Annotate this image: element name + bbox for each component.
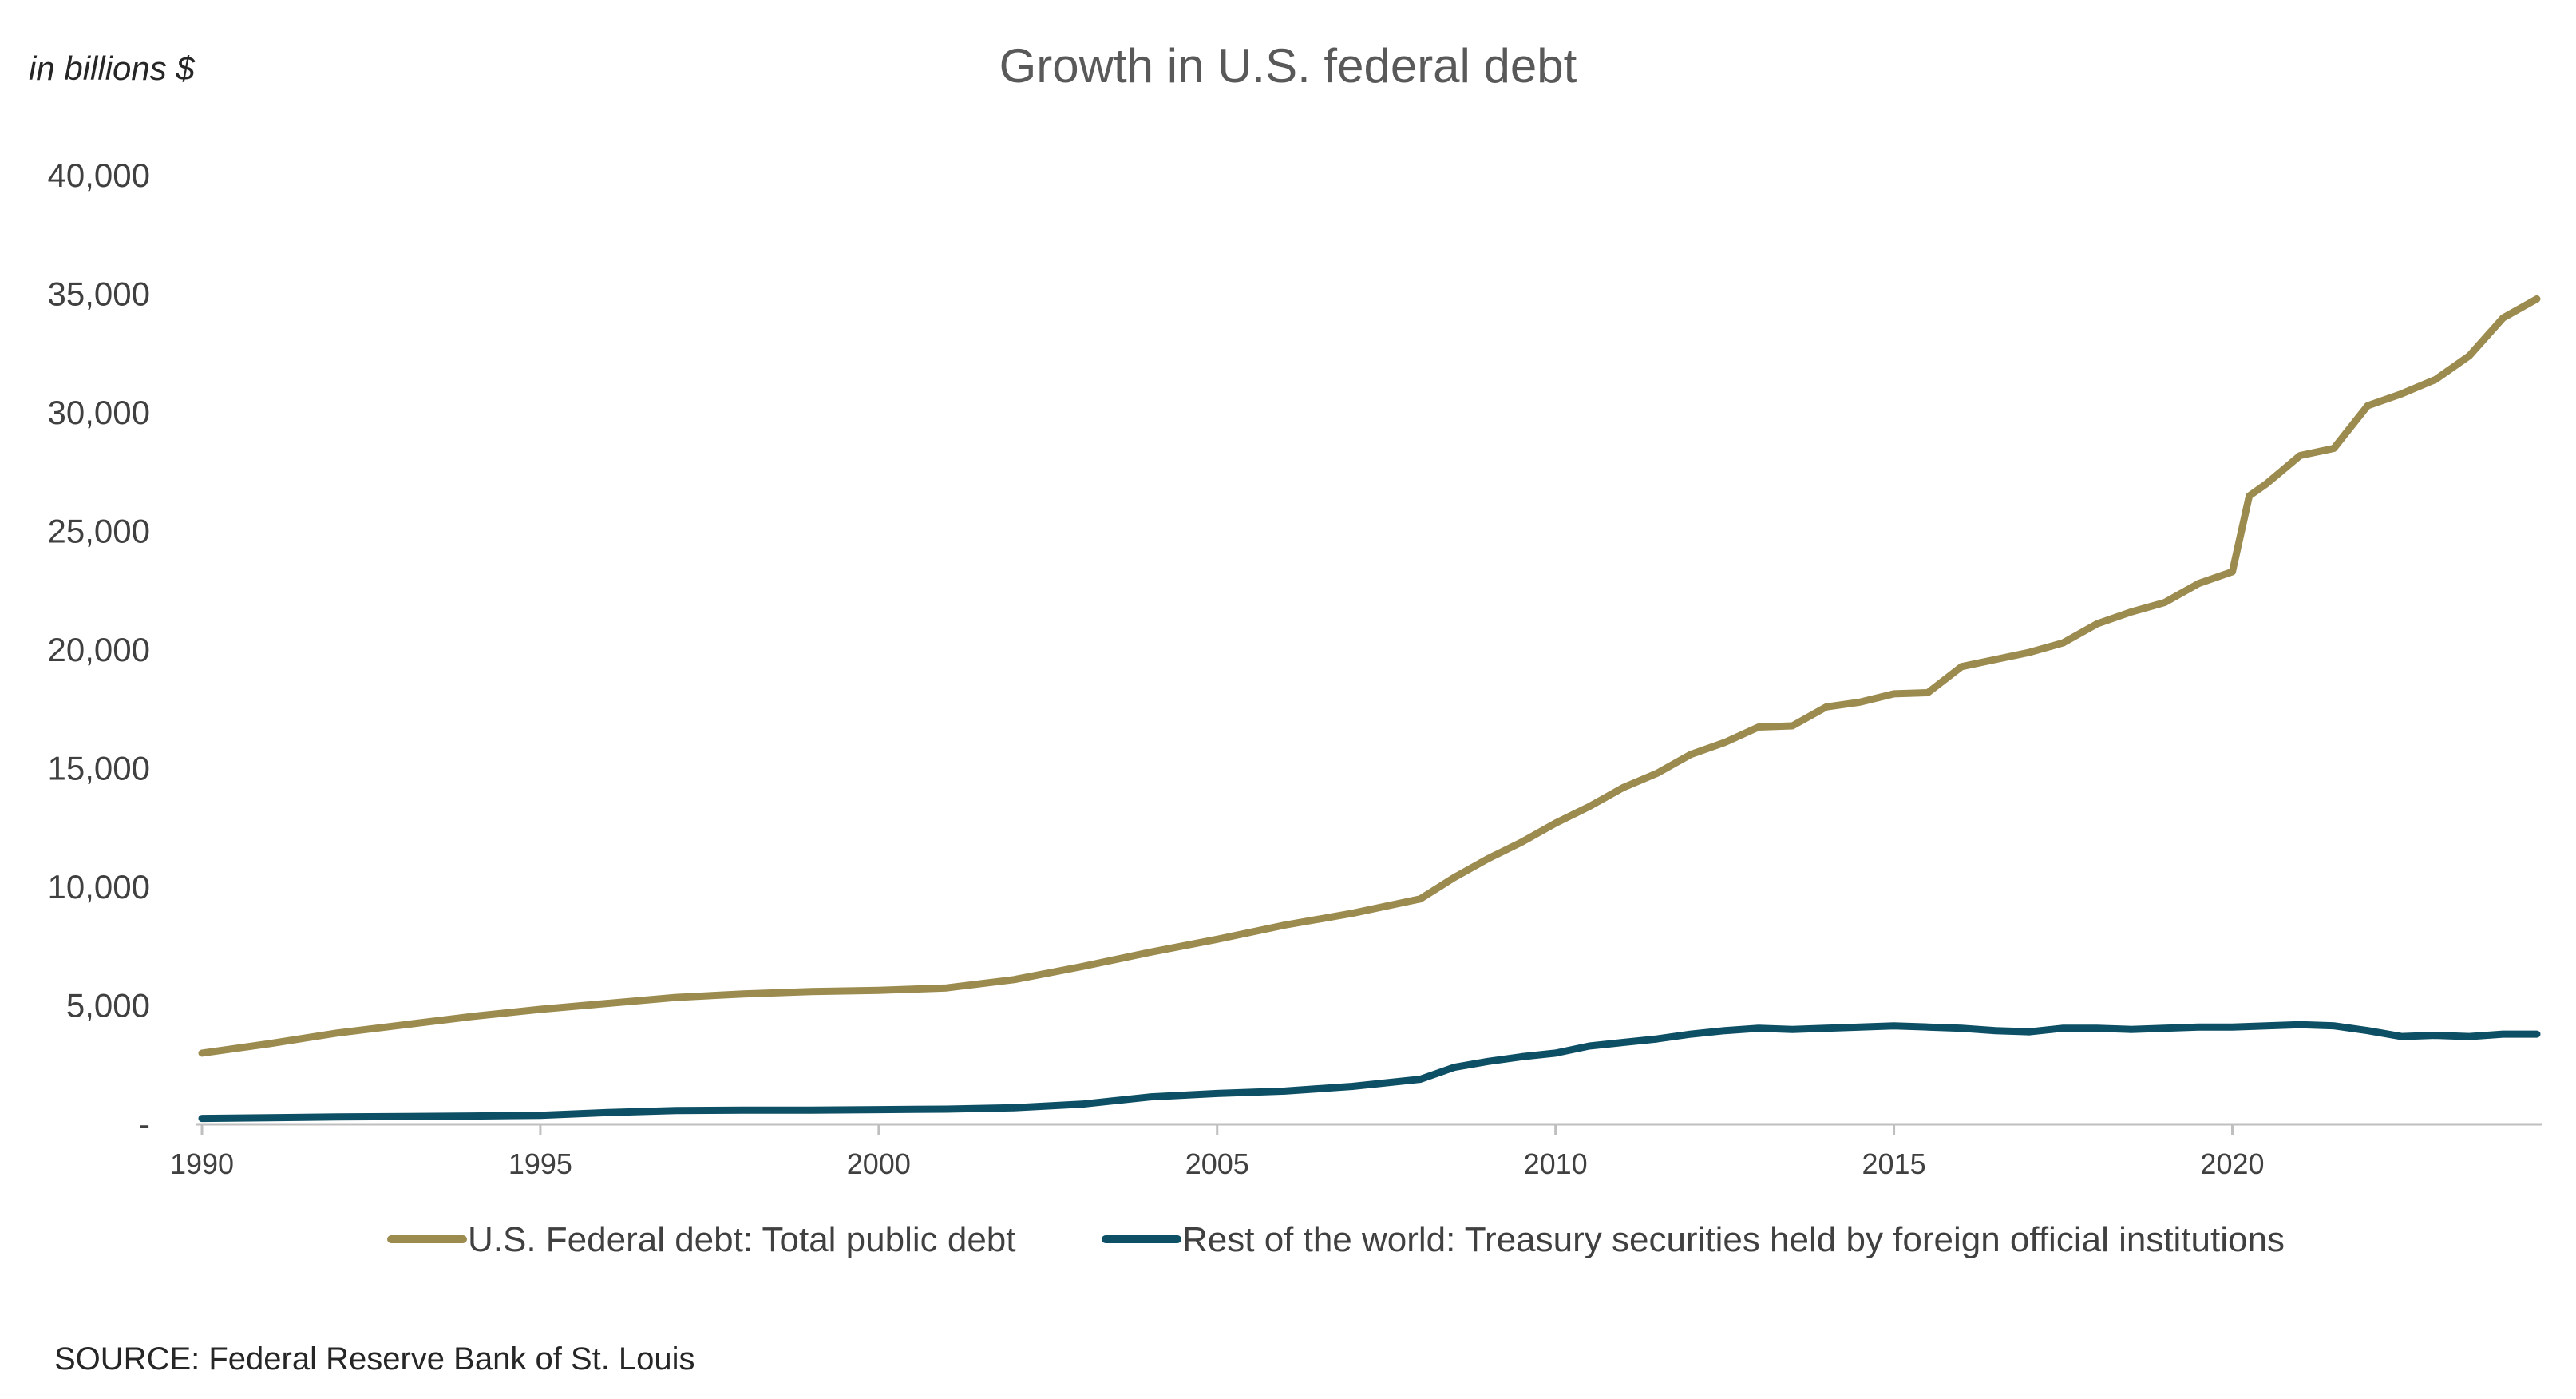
x-tick-label: 2005 <box>1185 1147 1249 1180</box>
series-lines <box>198 295 2541 1123</box>
y-tick-label: - <box>139 1105 150 1143</box>
legend-label-2: Rest of the world: Treasury securities h… <box>1182 1220 2285 1259</box>
y-tick-label: 5,000 <box>66 987 150 1024</box>
x-tick-label: 1990 <box>170 1147 234 1180</box>
legend: U.S. Federal debt: Total public debt Rest… <box>387 1220 2285 1259</box>
y-tick-label: 10,000 <box>48 868 150 906</box>
y-tick-label: 15,000 <box>48 750 150 787</box>
chart-title: Growth in U.S. federal debt <box>999 39 1577 93</box>
source-note: SOURCE: Federal Reserve Bank of St. Loui… <box>54 1342 695 1377</box>
series-line-2 <box>198 1021 2541 1123</box>
y-axis-ticks: - 5,000 10,000 15,000 20,000 25,000 30,000 35,0… <box>48 157 150 1143</box>
x-tick-label: 2015 <box>1862 1147 1926 1180</box>
x-axis-ticks: 1990 1995 2000 2005 2010 2015 2020 <box>170 1124 2265 1180</box>
series-line-1 <box>198 295 2541 1057</box>
x-tick-label: 2020 <box>2200 1147 2264 1180</box>
y-unit-label: in billions $ <box>29 50 195 87</box>
y-tick-label: 40,000 <box>48 157 150 194</box>
y-tick-label: 20,000 <box>48 631 150 668</box>
y-tick-label: 35,000 <box>48 275 150 313</box>
legend-label-1: U.S. Federal debt: Total public debt <box>468 1220 1016 1259</box>
x-tick-label: 1995 <box>508 1147 572 1180</box>
x-tick-label: 2010 <box>1524 1147 1588 1180</box>
x-tick-label: 2000 <box>847 1147 911 1180</box>
y-tick-label: 25,000 <box>48 513 150 550</box>
y-tick-label: 30,000 <box>48 394 150 431</box>
